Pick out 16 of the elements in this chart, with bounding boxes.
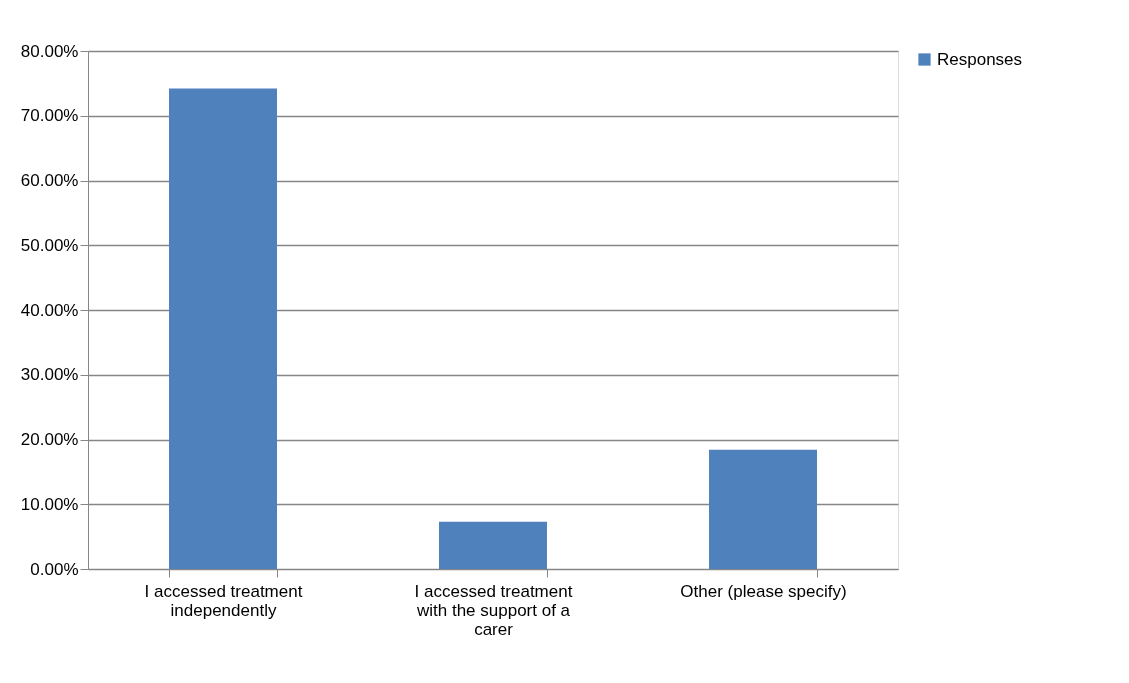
x-tick-label: I accessed treatment independently (144, 581, 303, 620)
y-tick-label: 40.00% (20, 300, 79, 320)
y-tick-label: 20.00% (20, 430, 79, 449)
y-tick-label: 0.00% (30, 559, 79, 579)
y-tick-label: 80.00% (20, 41, 79, 61)
y-tick-label: 60.00% (20, 171, 79, 190)
x-tick-label: Other (please specify) (680, 581, 847, 601)
y-tick-label: 70.00% (20, 106, 79, 126)
bar (439, 521, 547, 569)
y-tick-label: 10.00% (20, 494, 79, 514)
y-tick-label: 30.00% (20, 365, 79, 385)
x-tick-label: I accessed treatment with the support of a carer (414, 581, 573, 639)
bar (709, 449, 817, 569)
y-tick-label: 50.00% (20, 235, 79, 255)
legend-label: Responses (937, 49, 1023, 69)
bar (169, 88, 277, 569)
